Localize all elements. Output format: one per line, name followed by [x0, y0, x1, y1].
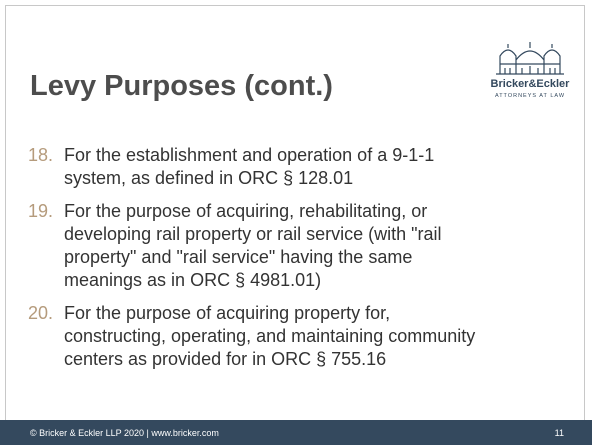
- text-line: property" and "rail service" having the …: [64, 247, 413, 267]
- text-line: For the establishment and operation of a…: [64, 145, 435, 165]
- list-item: 18. For the establishment and operation o…: [28, 144, 568, 190]
- text-line: centers as provided for in ORC § 755.16: [64, 349, 387, 369]
- list-item: 19. For the purpose of acquiring, rehabil…: [28, 200, 568, 292]
- item-text: For the purpose of acquiring, rehabilita…: [64, 200, 442, 292]
- footer-text: © Bricker & Eckler LLP 2020 | www.bricke…: [30, 428, 219, 438]
- footer: © Bricker & Eckler LLP 2020 | www.bricke…: [0, 420, 592, 445]
- item-text: For the purpose of acquiring property fo…: [64, 302, 475, 371]
- item-number: 18.: [28, 145, 54, 165]
- logo-building: [496, 42, 564, 75]
- slide-frame: [5, 5, 585, 445]
- logo-tagline: ATTORNEYS AT LAW: [495, 93, 565, 99]
- text-line: developing rail property or rail service…: [64, 224, 442, 244]
- text-line: system, as defined in ORC § 128.01: [64, 168, 354, 188]
- logo: Bricker&Eckler ATTORNEYS AT LAW: [491, 42, 571, 99]
- text-line: meanings as in ORC § 4981.01): [64, 270, 322, 290]
- item-list: 18. For the establishment and operation o…: [28, 144, 568, 381]
- page-number: 11: [554, 428, 564, 438]
- text-line: For the purpose of acquiring, rehabilita…: [64, 201, 428, 221]
- text-line: For the purpose of acquiring property fo…: [64, 303, 391, 323]
- text-line: constructing, operating, and maintaining…: [64, 326, 476, 346]
- list-item: 20. For the purpose of acquiring property…: [28, 302, 568, 371]
- item-number: 19.: [28, 201, 54, 221]
- item-text: For the establishment and operation of a…: [64, 144, 434, 190]
- item-number: 20.: [28, 303, 54, 323]
- slide-title: Levy Purposes (cont.): [30, 70, 333, 102]
- logo-name: Bricker&Eckler: [491, 78, 571, 90]
